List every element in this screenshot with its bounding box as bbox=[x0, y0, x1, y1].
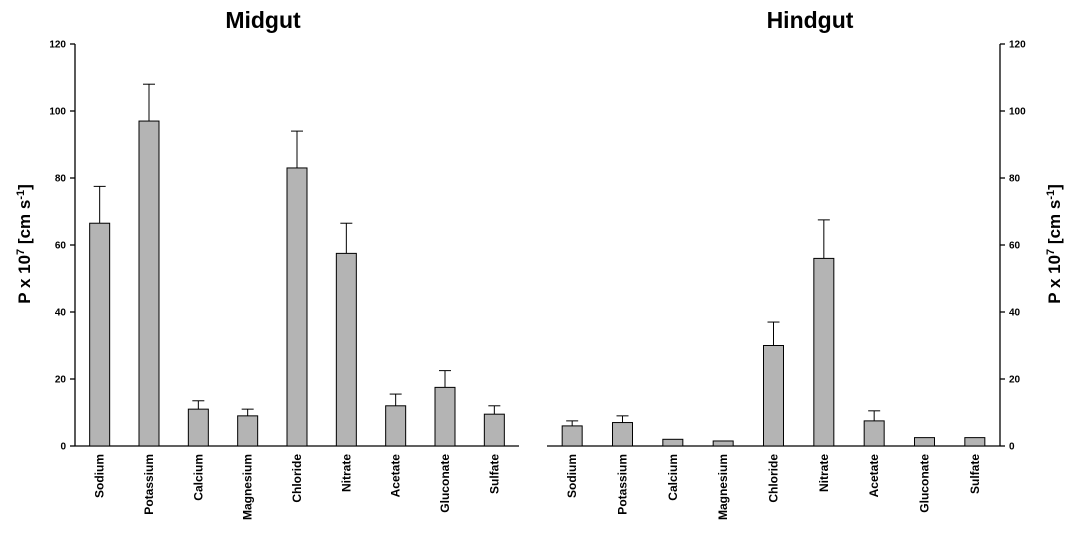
midgut-y-label-part: P x 10 bbox=[15, 255, 34, 304]
hindgut-category-label-chloride: Chloride bbox=[767, 454, 781, 503]
hindgut-bar-sodium bbox=[561, 425, 583, 447]
hindgut-category-label-sulfate: Sulfate bbox=[968, 454, 982, 494]
midgut-y-tick-label: 120 bbox=[49, 40, 66, 51]
hindgut-y-tick-label: 20 bbox=[1009, 375, 1021, 386]
hindgut-y-tick-label: 40 bbox=[1009, 308, 1021, 319]
midgut-category-label-chloride: Chloride bbox=[290, 454, 304, 503]
midgut-bar-chloride bbox=[286, 167, 308, 447]
midgut-y-label-superscript: 7 bbox=[15, 249, 27, 255]
hindgut-y-tick-label: 80 bbox=[1009, 174, 1021, 185]
hindgut-y-label-superscript: 7 bbox=[1045, 249, 1057, 255]
hindgut-category-label-calcium: Calcium bbox=[666, 454, 680, 501]
hindgut-category-label-potassium: Potassium bbox=[616, 454, 630, 515]
hindgut-bar-acetate bbox=[863, 420, 885, 447]
hindgut-bar-magnesium bbox=[712, 440, 734, 447]
hindgut-bar-sulfate bbox=[964, 437, 986, 447]
hindgut-chart-title: Hindgut bbox=[767, 7, 854, 33]
hindgut-y-tick-label: 0 bbox=[1009, 442, 1015, 453]
hindgut-category-label-magnesium: Magnesium bbox=[716, 454, 730, 520]
midgut-y-tick-label: 80 bbox=[55, 174, 67, 185]
hindgut-y-axis-label: P x 107 [cm s-1] bbox=[1045, 184, 1064, 304]
midgut-bar-calcium bbox=[187, 408, 209, 447]
hindgut-bar-gluconate bbox=[914, 437, 935, 447]
midgut-category-label-gluconate: Gluconate bbox=[438, 454, 452, 513]
hindgut-y-tick-label: 120 bbox=[1009, 40, 1026, 51]
hindgut-bar-calcium bbox=[662, 438, 684, 447]
midgut-y-label-part: [cm s bbox=[15, 200, 34, 249]
midgut-y-label-part: ] bbox=[15, 184, 34, 190]
midgut-category-label-sulfate: Sulfate bbox=[487, 454, 501, 494]
hindgut-category-label-sodium: Sodium bbox=[565, 454, 579, 498]
midgut-y-tick-label: 100 bbox=[49, 107, 66, 118]
midgut-category-label-nitrate: Nitrate bbox=[339, 454, 353, 492]
midgut-y-axis-label: P x 107 [cm s-1] bbox=[15, 184, 34, 304]
midgut-category-label-magnesium: Magnesium bbox=[241, 454, 255, 520]
midgut-y-tick-label: 0 bbox=[60, 442, 66, 453]
midgut-category-label-sodium: Sodium bbox=[93, 454, 107, 498]
hindgut-y-label-part: [cm s bbox=[1045, 200, 1064, 249]
midgut-y-tick-label: 60 bbox=[55, 241, 67, 252]
hindgut-category-label-gluconate: Gluconate bbox=[918, 454, 932, 513]
midgut-bar-gluconate bbox=[434, 386, 456, 447]
hindgut-category-label-acetate: Acetate bbox=[867, 454, 881, 498]
midgut-bar-acetate bbox=[385, 405, 407, 447]
midgut-bar-sodium bbox=[89, 222, 111, 447]
midgut-bar-sulfate bbox=[483, 413, 505, 447]
midgut-bar-nitrate bbox=[335, 252, 357, 447]
midgut-bar-magnesium bbox=[237, 415, 259, 447]
hindgut-y-label-part: ] bbox=[1045, 184, 1064, 190]
hindgut-bar-nitrate bbox=[813, 257, 835, 447]
midgut-y-label-superscript: -1 bbox=[15, 190, 27, 200]
midgut-category-label-acetate: Acetate bbox=[389, 454, 403, 498]
hindgut-y-tick-label: 100 bbox=[1009, 107, 1026, 118]
hindgut-y-label-part: P x 10 bbox=[1045, 255, 1064, 304]
midgut-bar-potassium bbox=[138, 120, 160, 447]
hindgut-bar-potassium bbox=[612, 422, 633, 447]
midgut-y-tick-label: 20 bbox=[55, 375, 67, 386]
midgut-chart-title: Midgut bbox=[225, 7, 301, 33]
hindgut-y-tick-label: 60 bbox=[1009, 241, 1021, 252]
midgut-y-tick-label: 40 bbox=[55, 308, 67, 319]
hindgut-bar-chloride bbox=[763, 345, 784, 447]
hindgut-y-label-superscript: -1 bbox=[1045, 190, 1057, 200]
midgut-category-label-calcium: Calcium bbox=[191, 454, 205, 501]
hindgut-category-label-nitrate: Nitrate bbox=[817, 454, 831, 492]
midgut-category-label-potassium: Potassium bbox=[142, 454, 156, 515]
